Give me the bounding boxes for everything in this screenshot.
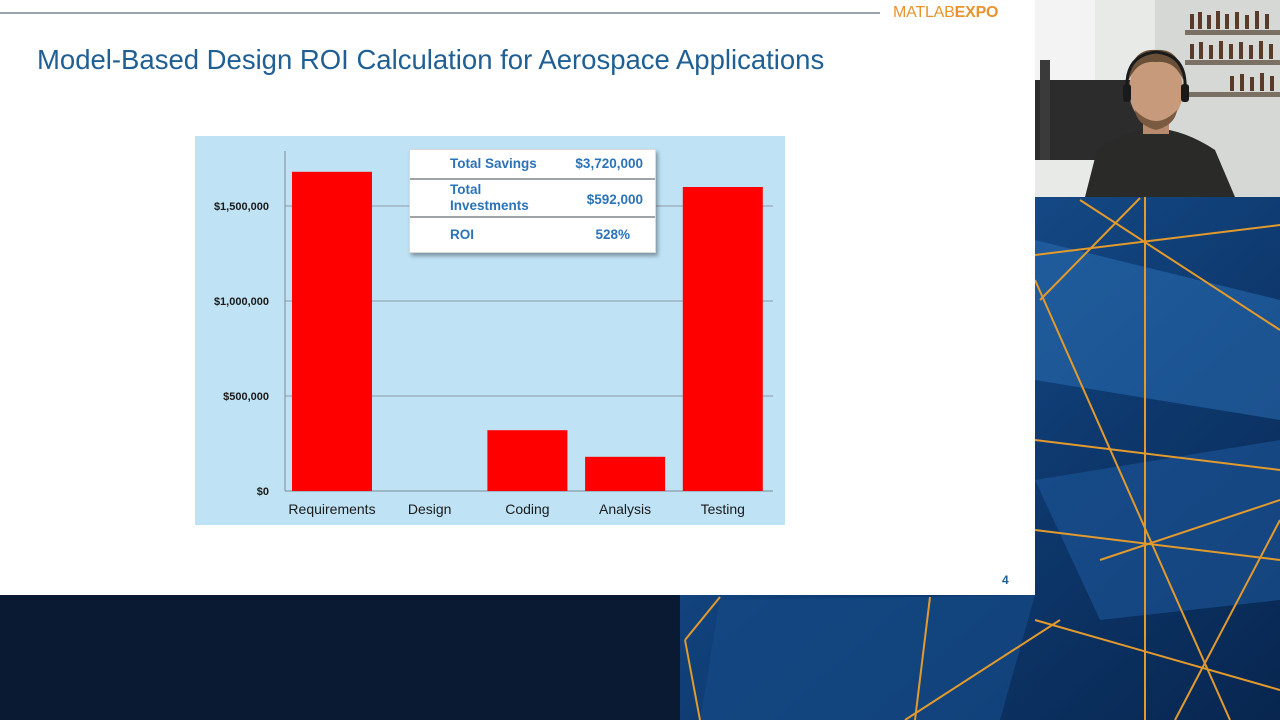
total-savings-label: Total Savings <box>450 156 537 171</box>
total-investments-value: $592,000 <box>586 192 643 207</box>
x-tick-label: Design <box>408 501 452 517</box>
bar-analysis <box>585 456 666 491</box>
brand-part2: EXPO <box>954 4 999 21</box>
x-tick-label: Coding <box>505 501 549 517</box>
bar-testing <box>682 187 763 491</box>
slide: MATLABEXPO Model-Based Design ROI Calcul… <box>0 0 1035 595</box>
slide-page-number: 4 <box>1002 573 1009 587</box>
roi-label: ROI <box>450 227 475 242</box>
x-tick-label: Testing <box>701 501 745 517</box>
presenter-video-frame <box>1035 0 1280 197</box>
y-tick-label: $0 <box>257 486 269 498</box>
y-tick-label: $1,000,000 <box>214 296 269 308</box>
table-divider <box>410 216 655 218</box>
slide-top-rule <box>0 12 880 14</box>
y-tick-label: $500,000 <box>223 391 269 403</box>
x-tick-label: Analysis <box>599 501 651 517</box>
total-investments-label-line2: Investments <box>450 198 529 213</box>
y-tick-label: $1,500,000 <box>214 201 269 213</box>
presenter-webcam <box>1035 0 1280 197</box>
matlab-expo-logo: MATLABEXPO <box>893 4 999 22</box>
total-savings-value: $3,720,000 <box>575 156 643 171</box>
bar-requirements <box>292 171 372 492</box>
table-divider <box>410 178 655 180</box>
x-tick-label: Requirements <box>288 501 375 517</box>
roi-value: 528% <box>595 227 630 242</box>
slide-title: Model-Based Design ROI Calculation for A… <box>37 44 825 75</box>
brand-part1: MATLAB <box>893 4 955 21</box>
bar-coding <box>487 430 568 491</box>
roi-summary-table: Total Savings $3,720,000 Total Investment… <box>409 149 656 253</box>
total-investments-label-line1: Total <box>450 182 482 197</box>
